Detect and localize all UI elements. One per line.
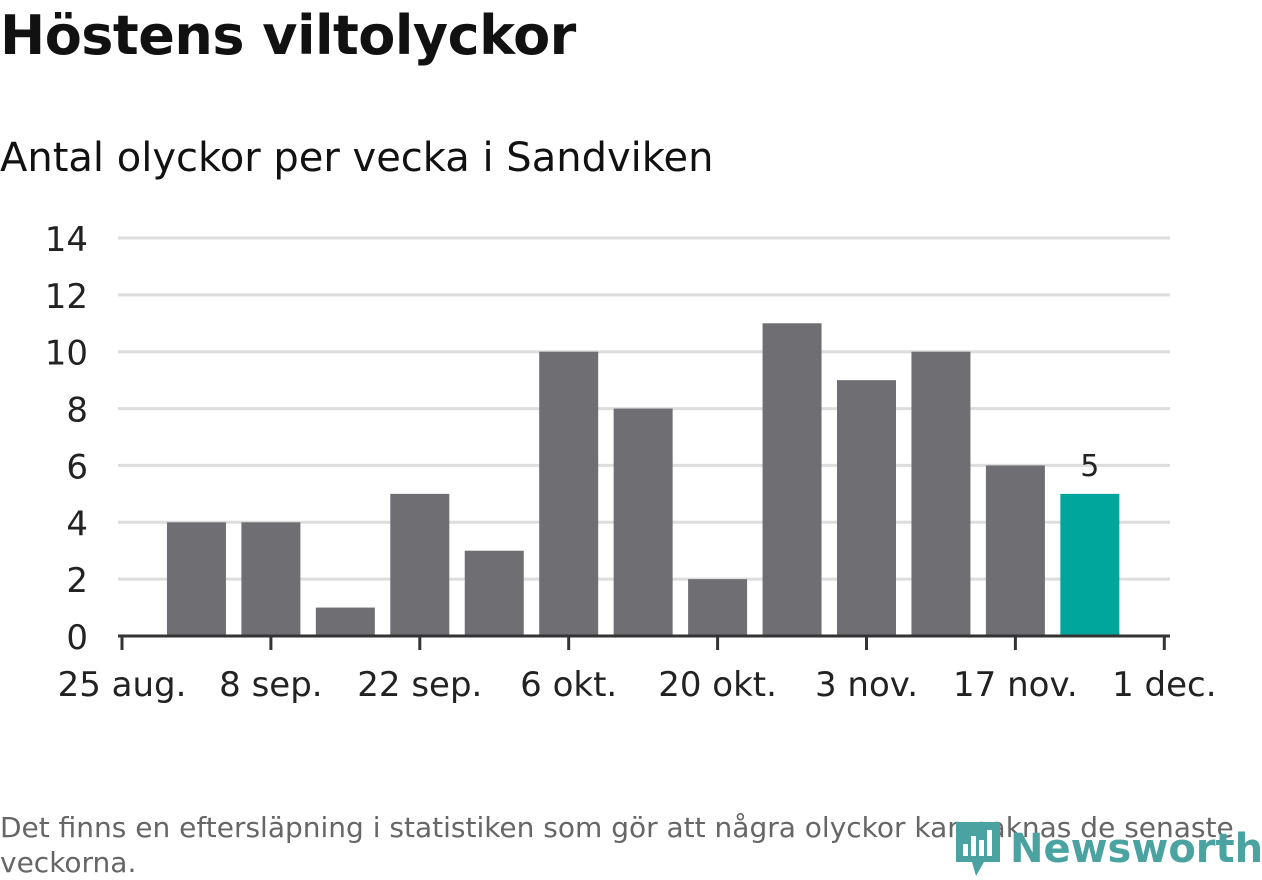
y-tick-label: 6 [66,447,88,487]
bar [762,323,822,636]
y-tick-label: 2 [66,561,88,601]
x-tick-label: 3 nov. [815,665,918,705]
bar [985,465,1045,636]
newsworthy-logo-icon [956,822,1000,876]
bar [241,522,301,636]
y-tick-label: 0 [66,618,88,658]
bar [539,351,599,636]
chart-subtitle: Antal olyckor per vecka i Sandviken [0,135,714,181]
x-tick-label: 6 okt. [520,665,617,705]
x-tick-label: 8 sep. [219,665,322,705]
x-tick-label: 20 okt. [658,665,777,705]
chart-title: Höstens viltolyckor [0,4,576,67]
y-tick-label: 14 [45,220,88,260]
bar [613,408,673,636]
y-tick-label: 12 [45,277,88,317]
footnote: Det finns en eftersläpning i statistiken… [0,811,1234,879]
bar-highlight [1060,493,1120,636]
bar [688,579,748,636]
bar [837,380,896,636]
x-tick-label: 22 sep. [357,665,482,705]
x-tick-label: 17 nov. [953,665,1078,705]
y-tick-label: 8 [66,391,88,431]
bar [464,550,524,636]
bar [911,351,971,636]
y-tick-label: 4 [66,504,88,544]
x-tick-label: 25 aug. [58,665,187,705]
x-tick-label: 1 dec. [1112,665,1216,705]
y-tick-label: 10 [45,334,88,374]
brand-logo: Newsworthy [952,818,1262,880]
bar [390,493,450,636]
bar-chart: 0 2 4 6 8 10 12 14 5 25 aug. 8 sep. 22 sep. 6 okt. 20… [45,220,1217,705]
data-label: 5 [1080,449,1099,484]
brand-name: Newsworthy [1010,826,1262,872]
bar [166,522,226,636]
bar [315,607,375,636]
